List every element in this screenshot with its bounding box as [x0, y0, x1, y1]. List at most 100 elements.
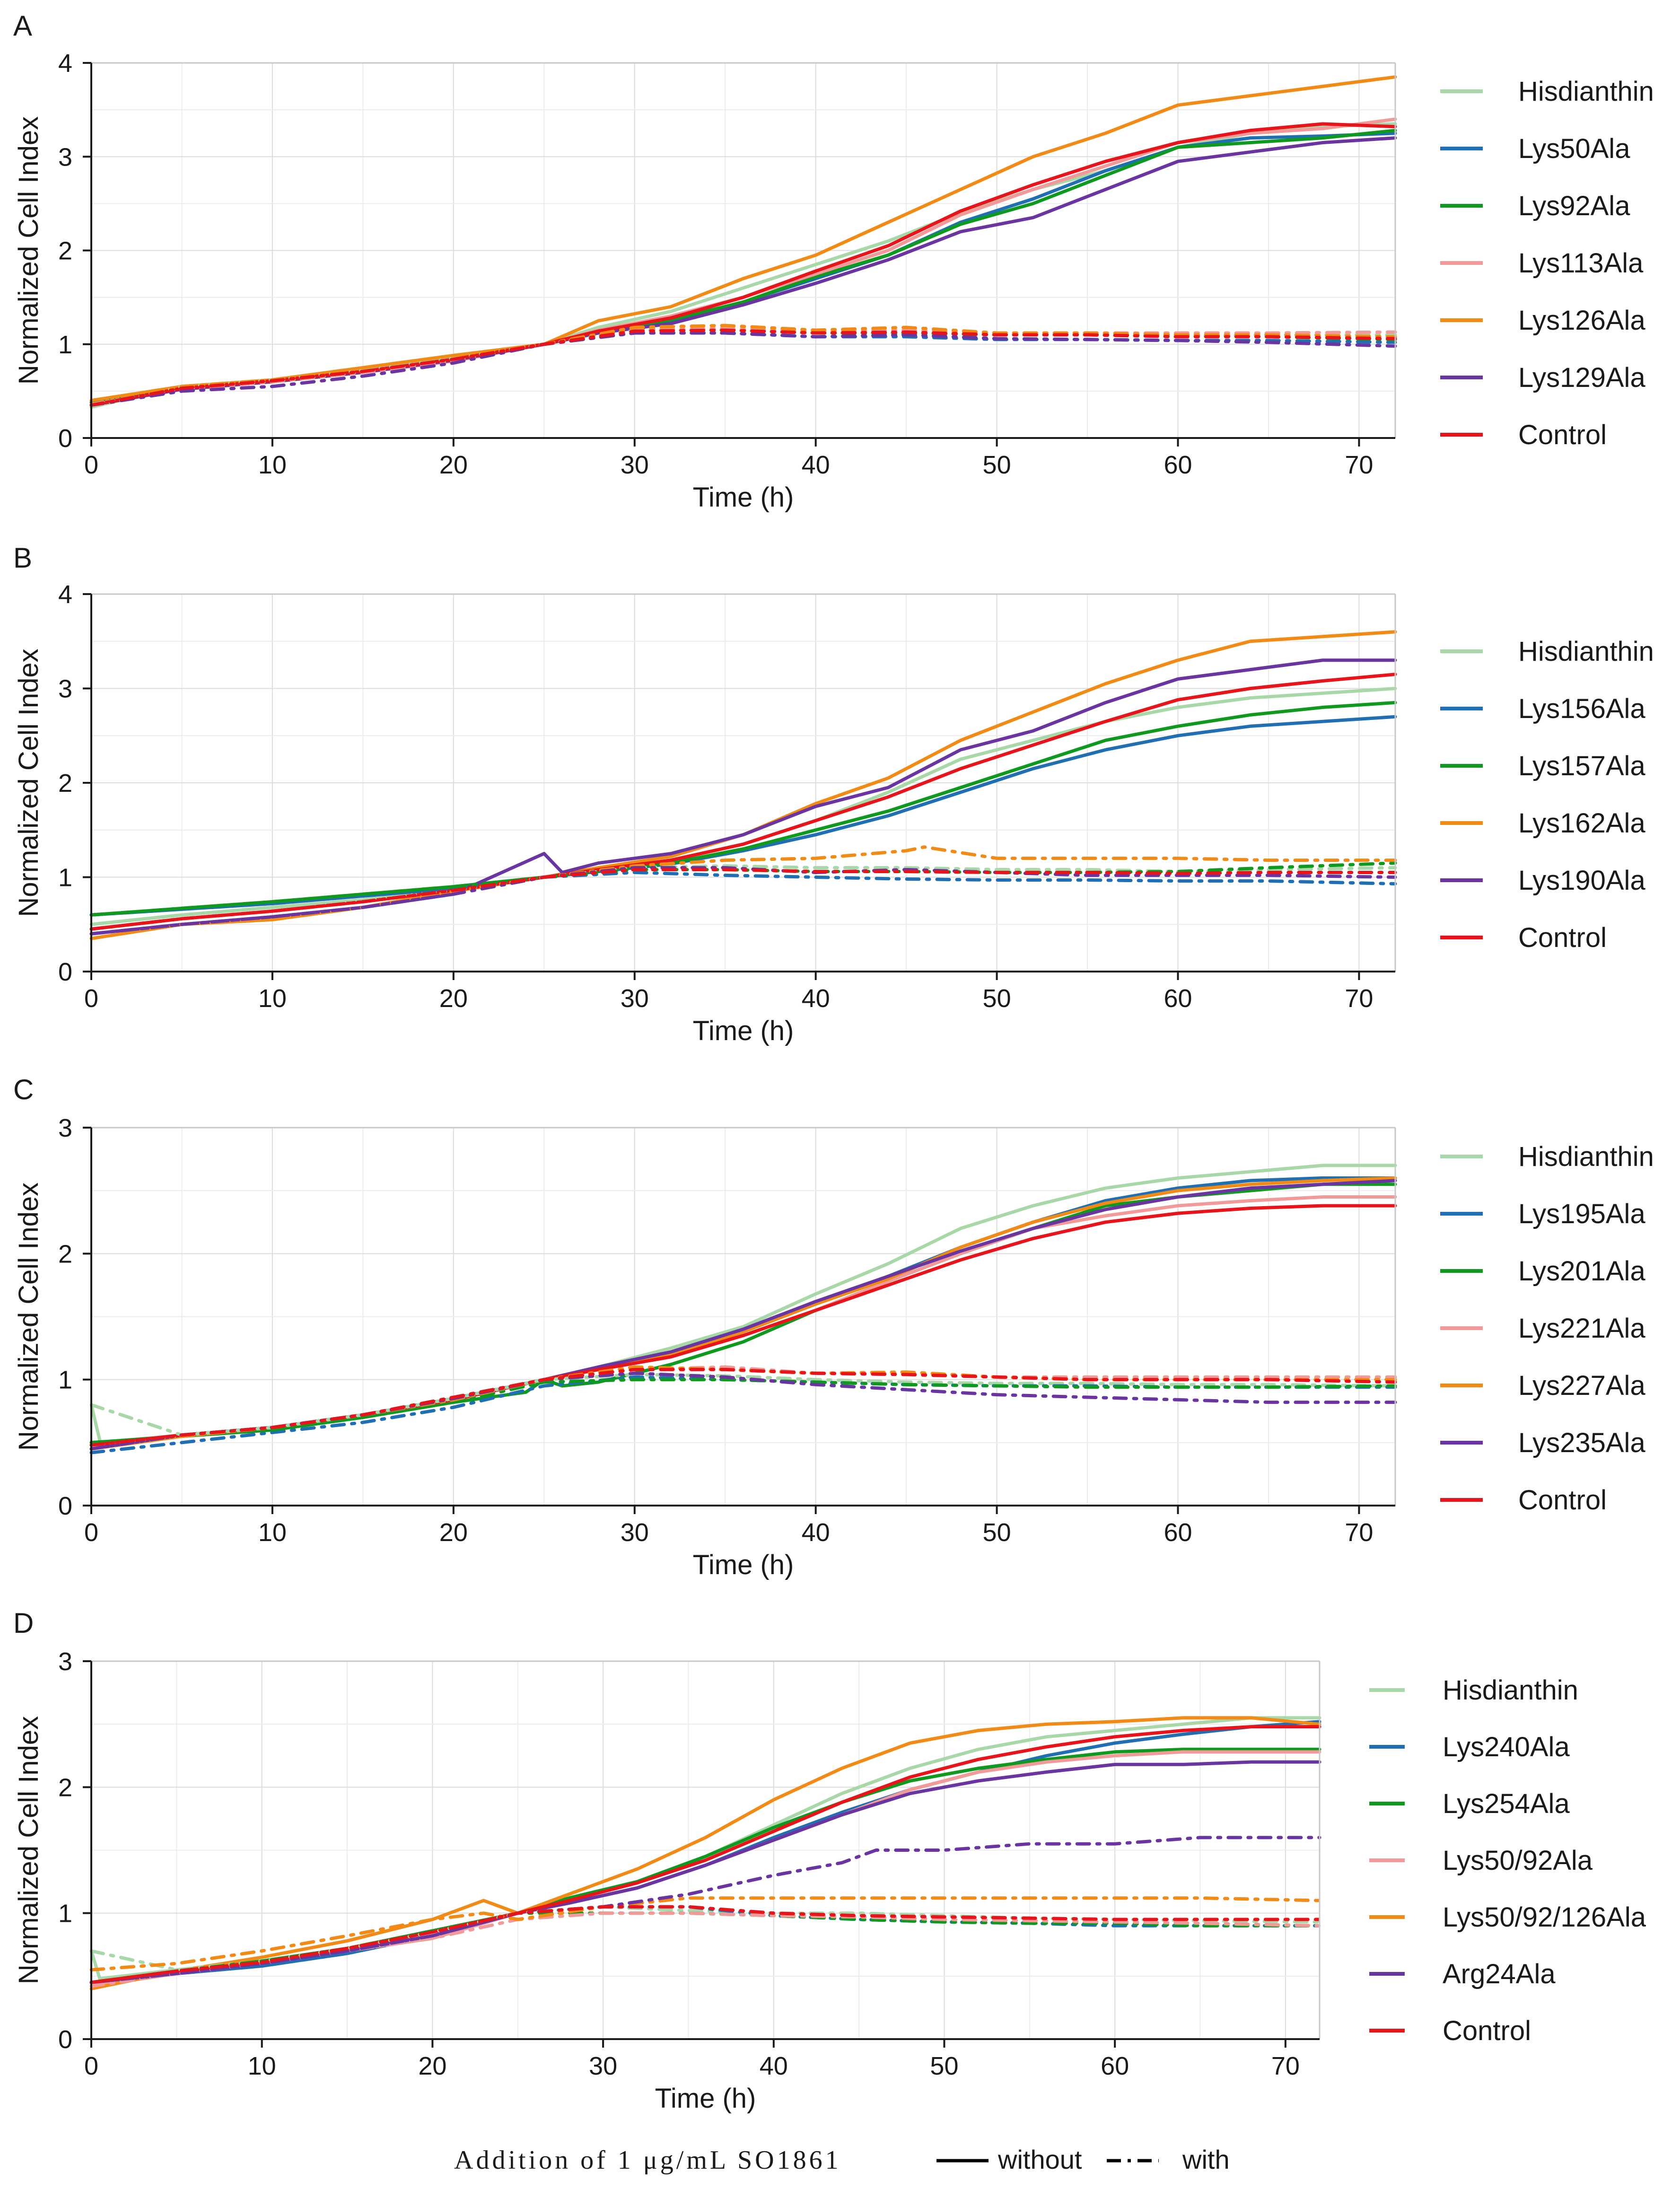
- legend-label-lys190ala: Lys190Ala: [1518, 865, 1645, 896]
- legend-label-lys50-92-126ala: Lys50/92/126Ala: [1443, 1902, 1646, 1933]
- series-lys190ala-with: [89, 866, 1397, 936]
- series-lys92ala-without: [89, 129, 1397, 404]
- series-control-with: [89, 328, 1397, 407]
- x-tick-label: 0: [84, 1518, 98, 1547]
- legend-label-hisdianthin: Hisdianthin: [1518, 76, 1654, 107]
- x-tick-label: 50: [983, 451, 1011, 479]
- x-tick-label: 0: [84, 2052, 98, 2080]
- series-lys156ala-without: [89, 715, 1397, 917]
- y-tick-label: 2: [58, 1240, 72, 1268]
- x-tick-label: 30: [621, 1518, 649, 1547]
- series-lys156ala-with: [89, 871, 1397, 917]
- legend-label-lys92ala: Lys92Ala: [1518, 191, 1630, 221]
- legend-label-lys126ala: Lys126Ala: [1518, 305, 1645, 336]
- y-tick-label: 1: [58, 1366, 72, 1394]
- legend: Hisdianthin Lys195Ala Lys201Ala Lys221Ala Ly…: [1440, 1141, 1654, 1515]
- series-lys113ala-without: [89, 117, 1397, 406]
- y-tick-label: 0: [58, 1492, 72, 1520]
- footer-dashed-label: with: [1182, 2145, 1230, 2174]
- x-tick-label: 50: [930, 2052, 958, 2080]
- footer-solid-label: without: [998, 2145, 1082, 2174]
- legend-label-lys50ala: Lys50Ala: [1518, 133, 1630, 164]
- series-lys129ala-with: [89, 331, 1397, 407]
- y-tick-label: 0: [58, 958, 72, 986]
- series-lys157ala-without: [89, 701, 1397, 917]
- series-lys227ala-without: [89, 1176, 1397, 1451]
- x-tick-label: 10: [258, 1518, 287, 1547]
- series-lys50ala-with: [89, 331, 1397, 406]
- x-tick-label: 60: [1164, 451, 1192, 479]
- series-arg24ala-with: [89, 1836, 1321, 1984]
- y-tick-label: 0: [58, 424, 72, 453]
- legend-label-lys129ala: Lys129Ala: [1518, 362, 1645, 393]
- x-tick-label: 50: [983, 984, 1011, 1013]
- x-axis-title: Time (h): [693, 1016, 794, 1046]
- x-tick-label: 20: [418, 2052, 446, 2080]
- y-tick-label: 3: [58, 143, 72, 171]
- series-lys190ala-without: [89, 658, 1397, 936]
- series-lys195ala-without: [89, 1176, 1397, 1451]
- y-tick-label: 3: [58, 1647, 72, 1676]
- x-tick-label: 10: [258, 984, 287, 1013]
- legend: Hisdianthin Lys156Ala Lys157Ala Lys162Ala Ly…: [1440, 636, 1654, 953]
- x-axis-title: Time (h): [693, 482, 794, 513]
- legend-label-lys227ala: Lys227Ala: [1518, 1370, 1645, 1401]
- series-control-with: [89, 1367, 1397, 1447]
- x-tick-label: 40: [802, 984, 830, 1013]
- series-lys50-92-126ala-with: [89, 1896, 1321, 1971]
- y-axis-title: Normalized Cell Index: [13, 1716, 44, 1984]
- series-lys50-92-126ala-without: [89, 1716, 1321, 1990]
- y-tick-label: 3: [58, 1114, 72, 1142]
- series-lys201ala-without: [89, 1183, 1397, 1445]
- series-lys240ala-with: [89, 1905, 1321, 1984]
- series-control-with: [89, 868, 1397, 931]
- x-tick-label: 10: [258, 451, 287, 479]
- y-tick-label: 1: [58, 1900, 72, 1928]
- y-tick-label: 2: [58, 1773, 72, 1802]
- legend-label-lys162ala: Lys162Ala: [1518, 808, 1645, 839]
- y-tick-label: 4: [58, 49, 72, 78]
- legend-label-control: Control: [1518, 922, 1607, 953]
- legend-label-lys201ala: Lys201Ala: [1518, 1256, 1645, 1287]
- legend-label-hisdianthin: Hisdianthin: [1518, 1141, 1654, 1172]
- y-tick-label: 2: [58, 237, 72, 265]
- panel-d: D 0 10 20 30 40 50 60 70 0 1 2 3 Time (h) Normalized C…: [13, 1607, 1646, 2114]
- legend-label-lys254ala: Lys254Ala: [1443, 1788, 1570, 1819]
- x-tick-label: 0: [84, 984, 98, 1013]
- x-tick-label: 30: [589, 2052, 617, 2080]
- series-hisdianthin-without: [89, 1164, 1397, 1445]
- legend-label-control: Control: [1518, 1485, 1607, 1515]
- legend-label-lys195ala: Lys195Ala: [1518, 1199, 1645, 1229]
- x-tick-label: 10: [248, 2052, 276, 2080]
- x-tick-label: 0: [84, 451, 98, 479]
- series-lys129ala-without: [89, 136, 1397, 407]
- x-tick-label: 60: [1164, 984, 1192, 1013]
- legend-label-lys50-92ala: Lys50/92Ala: [1443, 1845, 1593, 1876]
- y-tick-label: 4: [58, 580, 72, 609]
- footer: Addition of 1 μg/mL SO1861 without with: [454, 2145, 1230, 2175]
- x-tick-label: 60: [1164, 1518, 1192, 1547]
- y-axis-title: Normalized Cell Index: [13, 648, 44, 917]
- series-control-with: [89, 1905, 1321, 1984]
- legend-label-lys235ala: Lys235Ala: [1518, 1428, 1645, 1458]
- series-hisdianthin-without: [89, 1716, 1321, 1980]
- y-axis-title: Normalized Cell Index: [13, 1183, 44, 1451]
- y-axis-title: Normalized Cell Index: [13, 116, 44, 385]
- x-tick-label: 30: [621, 984, 649, 1013]
- x-tick-label: 70: [1345, 1518, 1373, 1547]
- legend-label-lys240ala: Lys240Ala: [1443, 1732, 1570, 1762]
- legend-label-lys221ala: Lys221Ala: [1518, 1313, 1645, 1344]
- x-tick-label: 60: [1101, 2052, 1129, 2080]
- x-tick-label: 20: [439, 451, 468, 479]
- panel-label: A: [13, 10, 32, 42]
- series-hisdianthin-without: [89, 122, 1397, 409]
- legend-label-hisdianthin: Hisdianthin: [1443, 1675, 1578, 1706]
- legend-label-lys113ala: Lys113Ala: [1518, 248, 1644, 279]
- x-tick-label: 40: [802, 1518, 830, 1547]
- panel-a: A 0 10 20 30 40 50 60 70 0 1 2 3 4 Time (h) Normalized …: [13, 10, 1654, 513]
- series-control-without: [89, 122, 1397, 407]
- x-tick-label: 30: [621, 451, 649, 479]
- legend: Hisdianthin Lys240Ala Lys254Ala Lys50/92Ala…: [1369, 1675, 1646, 2046]
